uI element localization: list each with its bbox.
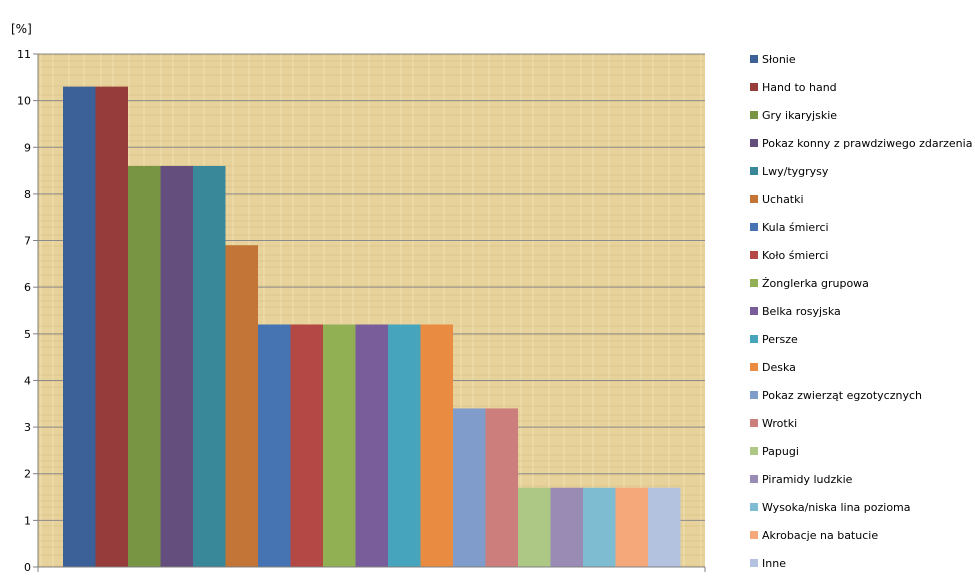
legend-swatch	[750, 223, 758, 231]
legend-swatch	[750, 391, 758, 399]
bar-14	[485, 408, 518, 567]
y-tick-label: 10	[17, 95, 31, 108]
legend-label: Wrotki	[762, 417, 797, 430]
legend-label: Persze	[762, 333, 798, 346]
legend-label: Papugi	[762, 445, 799, 458]
legend-label: Pokaz konny z prawdziwego zdarzenia	[762, 137, 972, 150]
legend-item: Akrobacje na batucie	[750, 529, 878, 542]
legend-item: Lwy/tygrysy	[750, 165, 829, 178]
legend-item: Papugi	[750, 445, 799, 458]
legend-item: Wrotki	[750, 417, 797, 430]
y-tick-label: 6	[24, 281, 31, 294]
legend-item: Deska	[750, 361, 796, 374]
legend-item: Pokaz zwierząt egzotycznych	[750, 389, 922, 402]
y-tick-label: 9	[24, 141, 31, 154]
bar-4	[160, 165, 193, 567]
bar-8	[290, 324, 323, 567]
legend-item: Uchatki	[750, 193, 804, 206]
legend-swatch	[750, 83, 758, 91]
legend: Słonie Hand to hand Gry ikaryjskie Pokaz ko…	[750, 53, 972, 570]
legend-item: Pokaz konny z prawdziwego zdarzenia	[750, 137, 972, 150]
y-tick-label: 5	[24, 328, 31, 341]
legend-swatch	[750, 447, 758, 455]
legend-swatch	[750, 251, 758, 259]
bar-5	[193, 165, 226, 567]
axes	[37, 54, 706, 572]
y-tick-label: 3	[24, 421, 31, 434]
legend-swatch	[750, 503, 758, 511]
legend-swatch	[750, 419, 758, 427]
legend-swatch	[750, 307, 758, 315]
legend-item: Żonglerka grupowa	[750, 277, 869, 290]
legend-item: Koło śmierci	[750, 249, 828, 262]
legend-label: Pokaz zwierząt egzotycznych	[762, 389, 922, 402]
bar-1	[63, 86, 96, 568]
y-tick-label: 8	[24, 188, 31, 201]
bar-17	[583, 487, 616, 567]
legend-item: Kula śmierci	[750, 221, 829, 234]
legend-item: Piramidy ludzkie	[750, 473, 853, 486]
legend-label: Piramidy ludzkie	[762, 473, 853, 486]
bar-18	[615, 487, 648, 567]
legend-label: Inne	[762, 557, 786, 570]
legend-label: Belka rosyjska	[762, 305, 841, 318]
legend-label: Gry ikaryjskie	[762, 109, 837, 122]
legend-swatch	[750, 55, 758, 63]
y-tick-label: 0	[24, 561, 31, 574]
y-tick-label: 4	[24, 374, 31, 387]
bar-9	[323, 324, 356, 567]
legend-label: Akrobacje na batucie	[762, 529, 878, 542]
bar-13	[453, 408, 486, 567]
legend-label: Lwy/tygrysy	[762, 165, 829, 178]
legend-item: Persze	[750, 333, 798, 346]
legend-item: Hand to hand	[750, 81, 837, 94]
bar-2	[95, 86, 128, 568]
legend-swatch	[750, 559, 758, 567]
legend-label: Uchatki	[762, 193, 804, 206]
legend-label: Wysoka/niska lina pozioma	[762, 501, 911, 514]
legend-label: Deska	[762, 361, 796, 374]
legend-label: Żonglerka grupowa	[762, 277, 869, 290]
legend-swatch	[750, 111, 758, 119]
bars	[63, 86, 681, 568]
y-tick-label: 1	[24, 514, 31, 527]
legend-label: Hand to hand	[762, 81, 837, 94]
legend-item: Inne	[750, 557, 786, 570]
legend-label: Słonie	[762, 53, 796, 66]
legend-item: Wysoka/niska lina pozioma	[750, 501, 911, 514]
legend-swatch	[750, 195, 758, 203]
bar-16	[550, 487, 583, 567]
bar-3	[128, 165, 161, 567]
legend-swatch	[750, 279, 758, 287]
legend-label: Kula śmierci	[762, 221, 829, 234]
y-tick-label: 2	[24, 468, 31, 481]
bar-6	[225, 245, 258, 567]
legend-swatch	[750, 167, 758, 175]
legend-swatch	[750, 335, 758, 343]
legend-item: Gry ikaryjskie	[750, 109, 837, 122]
legend-label: Koło śmierci	[762, 249, 828, 262]
legend-swatch	[750, 363, 758, 371]
y-axis-label: [%]	[11, 22, 32, 36]
bar-15	[518, 487, 551, 567]
legend-swatch	[750, 475, 758, 483]
bar-10	[355, 324, 388, 567]
legend-item: Belka rosyjska	[750, 305, 841, 318]
bar-12	[420, 324, 453, 567]
bar-19	[648, 487, 681, 567]
legend-swatch	[750, 139, 758, 147]
bar-7	[258, 324, 291, 567]
bar-11	[388, 324, 421, 567]
y-tick-labels: 0 1 2 3 4 5 6 7 8 9 10 11	[17, 48, 31, 574]
y-tick-label: 11	[17, 48, 31, 61]
legend-swatch	[750, 531, 758, 539]
y-tick-label: 7	[24, 235, 31, 248]
legend-item: Słonie	[750, 53, 796, 66]
